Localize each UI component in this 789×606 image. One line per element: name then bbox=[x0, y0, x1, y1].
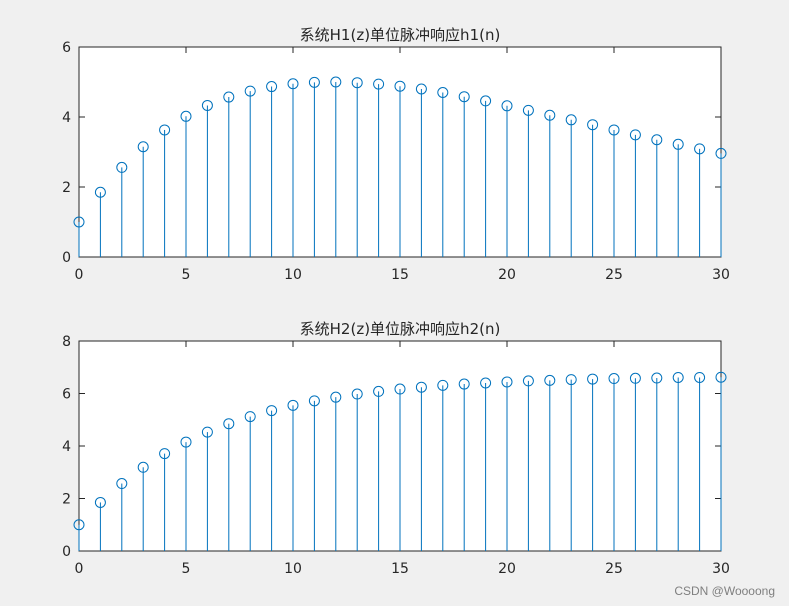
stem-marker bbox=[266, 405, 278, 417]
stem-marker bbox=[351, 77, 363, 89]
x-tick-label: 20 bbox=[498, 267, 516, 283]
stem-marker bbox=[94, 186, 106, 198]
stem-marker bbox=[437, 87, 449, 98]
stem-marker bbox=[308, 76, 320, 88]
stem-marker bbox=[223, 418, 235, 430]
x-tick-label: 30 bbox=[712, 561, 730, 577]
y-tick-label: 2 bbox=[62, 180, 71, 196]
watermark: CSDN @Woooong bbox=[674, 584, 775, 598]
x-tick-label: 10 bbox=[284, 267, 302, 283]
stem-marker bbox=[629, 129, 641, 141]
stem-marker bbox=[287, 78, 299, 90]
x-tick-label: 25 bbox=[605, 267, 623, 283]
x-tick-label: 25 bbox=[605, 561, 623, 577]
stem-marker bbox=[651, 372, 663, 384]
stem-marker bbox=[480, 377, 492, 389]
x-tick-label: 15 bbox=[391, 561, 409, 577]
y-tick-label: 8 bbox=[62, 334, 71, 350]
stem-marker bbox=[373, 78, 385, 90]
stem-marker bbox=[651, 134, 663, 146]
stem-marker bbox=[694, 143, 706, 155]
y-tick-label: 2 bbox=[62, 492, 71, 508]
x-tick-label: 5 bbox=[182, 267, 191, 283]
stem-marker bbox=[116, 161, 128, 173]
stem-marker bbox=[415, 83, 427, 95]
stem-marker bbox=[437, 379, 449, 391]
stem-marker bbox=[351, 388, 363, 400]
stem-marker bbox=[715, 147, 727, 159]
stem-marker bbox=[587, 373, 599, 385]
stem-marker bbox=[330, 391, 342, 403]
stem-marker bbox=[244, 85, 256, 97]
stem-marker bbox=[159, 448, 171, 460]
stem-marker bbox=[223, 91, 235, 103]
y-tick-label: 4 bbox=[62, 439, 71, 455]
subplot-1: 系统H1(z)单位脉冲响应h1(n) 0 5 10 15 20 25 30 0 2 4 6 bbox=[62, 26, 730, 283]
stem-marker bbox=[373, 385, 385, 397]
stem-marker bbox=[201, 99, 213, 111]
stem-marker bbox=[608, 124, 620, 136]
x-tick-label: 20 bbox=[498, 561, 516, 577]
stem-marker bbox=[480, 95, 492, 107]
y-tick-label: 0 bbox=[62, 250, 71, 266]
stem-marker bbox=[565, 374, 577, 386]
subplot-2: 系统H2(z)单位脉冲响应h2(n) 0 5 10 15 20 25 30 0 2 4 6 8 bbox=[62, 320, 730, 577]
stem-marker bbox=[180, 110, 192, 122]
stem-marker bbox=[308, 395, 320, 407]
stem-marker bbox=[394, 383, 406, 395]
stem-marker bbox=[544, 374, 556, 386]
y-tick-label: 6 bbox=[62, 387, 71, 403]
stem-marker bbox=[137, 141, 149, 153]
x-tick-label: 0 bbox=[75, 267, 84, 283]
stem-marker bbox=[522, 375, 534, 387]
stem-marker bbox=[415, 381, 427, 393]
y-tick-label: 6 bbox=[62, 40, 71, 56]
stem-marker bbox=[458, 378, 470, 390]
y-tick-label: 0 bbox=[62, 544, 71, 560]
chart-title: 系统H2(z)单位脉冲响应h2(n) bbox=[300, 320, 501, 338]
stem-marker bbox=[694, 371, 706, 383]
stem-marker bbox=[73, 216, 85, 228]
stem-marker bbox=[587, 119, 599, 131]
stem-marker bbox=[629, 372, 641, 384]
stem-marker bbox=[330, 76, 342, 88]
stem-marker bbox=[94, 496, 106, 508]
x-tick-label: 15 bbox=[391, 267, 409, 283]
stem-marker bbox=[116, 478, 128, 490]
y-tick-label: 4 bbox=[62, 110, 71, 126]
chart-title: 系统H1(z)单位脉冲响应h1(n) bbox=[300, 26, 501, 44]
stem-marker bbox=[137, 461, 149, 473]
x-tick-label: 0 bbox=[75, 561, 84, 577]
stem-marker bbox=[394, 80, 406, 92]
stem-marker bbox=[608, 373, 620, 385]
stem-marker bbox=[715, 371, 727, 383]
stem-marker bbox=[501, 376, 513, 388]
x-tick-label: 10 bbox=[284, 561, 302, 577]
stem-marker bbox=[266, 81, 278, 93]
x-tick-label: 30 bbox=[712, 267, 730, 283]
stem-marker bbox=[244, 411, 256, 423]
stem-marker bbox=[672, 138, 684, 150]
stem-marker bbox=[73, 519, 85, 531]
stem-marker bbox=[287, 399, 299, 411]
stem-marker bbox=[159, 124, 171, 136]
stem-marker bbox=[522, 104, 534, 116]
stem-marker bbox=[501, 100, 513, 112]
x-tick-label: 5 bbox=[182, 561, 191, 577]
stem-marker bbox=[458, 91, 470, 103]
stem-marker bbox=[672, 371, 684, 383]
stem-marker bbox=[201, 426, 213, 438]
stem-marker bbox=[565, 114, 577, 126]
stem-marker bbox=[180, 436, 192, 448]
stem-marker bbox=[544, 109, 556, 121]
